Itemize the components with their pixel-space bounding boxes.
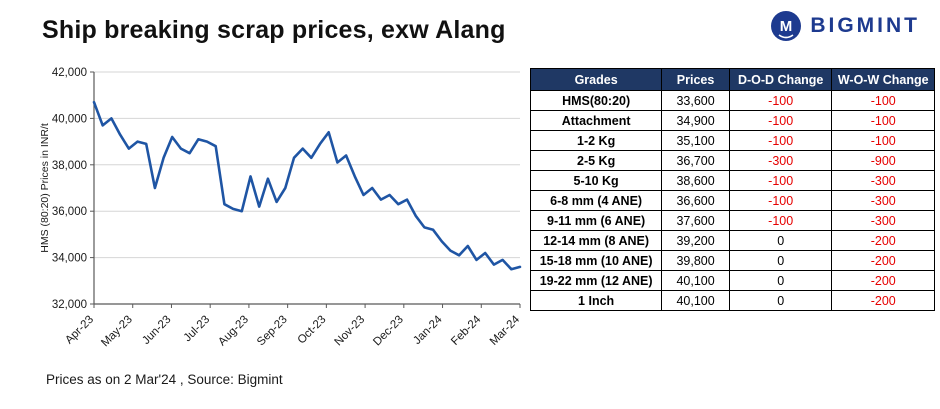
header-row: Grades Prices D-O-D Change W-O-W Change — [529, 68, 935, 91]
price-cell: 39,800 — [661, 250, 730, 271]
column-header: W-O-W Change — [831, 68, 935, 91]
dod-change-cell: 0 — [728, 290, 833, 311]
grade-cell: HMS(80:20) — [529, 90, 663, 111]
price-chart-svg: 32,000 34,000 36,000 38,000 40,000 42,000 Apr-… — [39, 67, 523, 350]
price-cell: 40,100 — [661, 290, 730, 311]
dod-change-cell: -100 — [728, 110, 833, 131]
svg-text:Sep-23: Sep-23 — [255, 314, 290, 349]
wow-change-cell: -300 — [831, 190, 935, 211]
wow-change-cell: -200 — [831, 270, 935, 291]
price-chart: 32,000 34,000 36,000 38,000 40,000 42,000 Apr-… — [36, 58, 530, 364]
grade-cell: 12-14 mm (8 ANE) — [529, 230, 663, 251]
dod-change-cell: 0 — [728, 250, 833, 271]
table-row: 9-11 mm (6 ANE) 37,600 -100 -300 — [529, 210, 935, 231]
svg-text:Dec-23: Dec-23 — [371, 314, 406, 349]
svg-text:Feb-24: Feb-24 — [449, 313, 484, 348]
svg-text:34,000: 34,000 — [52, 253, 87, 265]
column-header: D-O-D Change — [728, 68, 833, 91]
svg-text:38,000: 38,000 — [52, 160, 87, 172]
price-cell: 36,600 — [661, 190, 730, 211]
table-row: 12-14 mm (8 ANE) 39,200 0 -200 — [529, 230, 935, 251]
table-row: Attachment 34,900 -100 -100 — [529, 110, 935, 131]
dod-change-cell: -100 — [728, 170, 833, 191]
table-row: 19-22 mm (12 ANE) 40,100 0 -200 — [529, 270, 935, 291]
svg-text:Jun-23: Jun-23 — [140, 314, 173, 347]
grade-cell: 15-18 mm (10 ANE) — [529, 250, 663, 271]
wow-change-cell: -200 — [831, 250, 935, 271]
price-cell: 37,600 — [661, 210, 730, 231]
table-row: 1 Inch 40,100 0 -200 — [529, 290, 935, 311]
bigmint-logo-text: BIGMINT — [810, 14, 920, 37]
grade-cell: 19-22 mm (12 ANE) — [529, 270, 663, 291]
table-row: 2-5 Kg 36,700 -300 -900 — [529, 150, 935, 171]
svg-text:Mar-24: Mar-24 — [488, 313, 523, 348]
grade-cell: 2-5 Kg — [529, 150, 663, 171]
prices-table: Grades Prices D-O-D Change W-O-W Change HMS… — [529, 68, 935, 311]
grade-cell: 1-2 Kg — [529, 130, 663, 151]
wow-change-cell: -200 — [831, 290, 935, 311]
dod-change-cell: 0 — [728, 270, 833, 291]
wow-change-cell: -300 — [831, 210, 935, 231]
wow-change-cell: -100 — [831, 110, 935, 131]
grade-cell: 1 Inch — [529, 290, 663, 311]
grade-cell: 6-8 mm (4 ANE) — [529, 190, 663, 211]
column-header: Prices — [661, 68, 730, 91]
column-header: Grades — [529, 68, 663, 91]
dod-change-cell: -100 — [728, 210, 833, 231]
table-row: 1-2 Kg 35,100 -100 -100 — [529, 130, 935, 151]
price-cell: 34,900 — [661, 110, 730, 131]
bigmint-logo-icon: M — [771, 11, 802, 41]
wow-change-cell: -100 — [831, 130, 935, 151]
price-cell: 33,600 — [661, 90, 730, 111]
dod-change-cell: -300 — [728, 150, 833, 171]
table-row: HMS(80:20) 33,600 -100 -100 — [529, 90, 935, 111]
price-cell: 35,100 — [661, 130, 730, 151]
svg-text:M: M — [780, 18, 793, 35]
svg-text:Apr-23: Apr-23 — [63, 314, 96, 347]
svg-text:Oct-23: Oct-23 — [296, 314, 329, 347]
wow-change-cell: -100 — [831, 90, 935, 111]
svg-text:Nov-23: Nov-23 — [333, 314, 368, 349]
table-row: 6-8 mm (4 ANE) 36,600 -100 -300 — [529, 190, 935, 211]
prices-table-head: Grades Prices D-O-D Change W-O-W Change — [529, 68, 935, 91]
dod-change-cell: -100 — [728, 190, 833, 211]
grade-cell: Attachment — [529, 110, 663, 131]
wow-change-cell: -300 — [831, 170, 935, 191]
dod-change-cell: -100 — [728, 130, 833, 151]
grade-cell: 5-10 Kg — [529, 170, 663, 191]
svg-text:Jan-24: Jan-24 — [411, 313, 445, 347]
svg-text:42,000: 42,000 — [52, 67, 87, 79]
table-row: 5-10 Kg 38,600 -100 -300 — [529, 170, 935, 191]
dod-change-cell: -100 — [728, 90, 833, 111]
table-row: 15-18 mm (10 ANE) 39,800 0 -200 — [529, 250, 935, 271]
svg-text:36,000: 36,000 — [52, 206, 87, 218]
price-cell: 40,100 — [661, 270, 730, 291]
svg-text:HMS (80:20) Prices in INR/t: HMS (80:20) Prices in INR/t — [39, 123, 51, 253]
source-note: Prices as on 2 Mar'24 , Source: Bigmint — [46, 372, 283, 387]
svg-text:Jul-23: Jul-23 — [182, 314, 213, 345]
svg-text:May-23: May-23 — [99, 314, 135, 350]
svg-text:32,000: 32,000 — [52, 299, 87, 311]
page-title: Ship breaking scrap prices, exw Alang — [42, 16, 506, 44]
price-cell: 39,200 — [661, 230, 730, 251]
price-cell: 36,700 — [661, 150, 730, 171]
svg-text:40,000: 40,000 — [52, 113, 87, 125]
grade-cell: 9-11 mm (6 ANE) — [529, 210, 663, 231]
dod-change-cell: 0 — [728, 230, 833, 251]
price-cell: 38,600 — [661, 170, 730, 191]
prices-table-body: HMS(80:20) 33,600 -100 -100 Attachment 34,900… — [529, 90, 935, 311]
wow-change-cell: -200 — [831, 230, 935, 251]
bigmint-logo: M BIGMINT — [770, 10, 920, 42]
svg-text:Aug-23: Aug-23 — [216, 314, 251, 349]
wow-change-cell: -900 — [831, 150, 935, 171]
